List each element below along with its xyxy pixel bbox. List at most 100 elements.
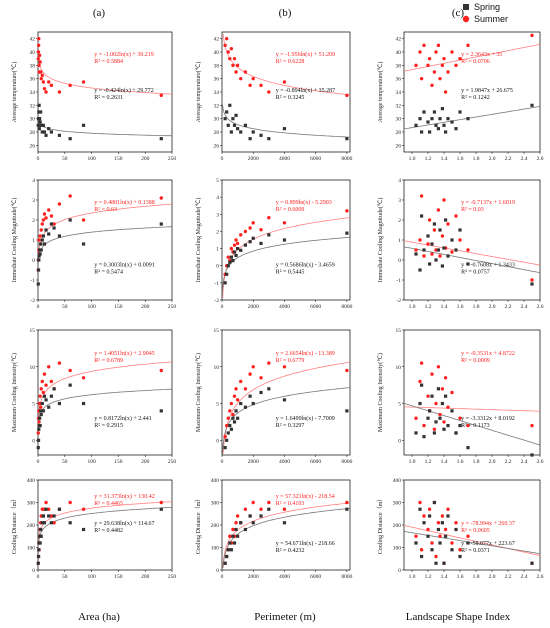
point-spring — [228, 103, 232, 107]
y-tick-label: 100 — [27, 546, 36, 552]
point-summer — [267, 90, 271, 94]
point-spring — [414, 541, 418, 545]
point-spring — [231, 258, 235, 263]
point-summer — [450, 250, 454, 254]
point-spring — [40, 401, 44, 406]
point-spring — [38, 248, 42, 252]
y-tick-label: 4 — [32, 178, 35, 184]
point-summer — [427, 507, 432, 511]
point-summer — [44, 500, 48, 505]
point-spring — [234, 113, 238, 117]
x-tick-label: 2.4 — [521, 574, 528, 580]
point-spring — [228, 260, 232, 264]
point-summer — [345, 209, 349, 213]
point-summer — [426, 242, 430, 246]
point-summer — [36, 431, 40, 435]
point-spring — [37, 127, 41, 131]
point-summer — [39, 387, 43, 391]
y-tick-label: -2 — [214, 298, 219, 304]
point-summer — [422, 43, 426, 48]
y-tick-label: 0 — [216, 264, 219, 270]
point-spring — [438, 541, 442, 545]
x-tick-label: 1.0 — [409, 459, 416, 465]
y-tick-label: 200 — [27, 523, 36, 529]
point-summer — [440, 387, 445, 391]
point-spring — [267, 137, 271, 141]
plot-frame — [221, 329, 351, 456]
point-spring — [414, 252, 418, 256]
point-summer — [422, 423, 426, 428]
point-summer — [44, 216, 48, 220]
x-tick-label: 1.8 — [473, 574, 480, 580]
plot-frame — [403, 329, 541, 456]
point-spring — [225, 554, 229, 559]
panel-b2: 0 2000 4000 6000 8000 -2 -1 0 1 2 3 4 5 Immediate Coo… — [195, 178, 353, 310]
point-summer — [446, 70, 450, 74]
point-spring — [530, 453, 534, 457]
point-summer — [228, 56, 232, 61]
point-spring — [234, 527, 238, 532]
x-tick-label: 2000 — [248, 304, 259, 310]
point-spring — [42, 242, 47, 246]
point-summer — [42, 212, 47, 216]
x-tick-label: 250 — [168, 304, 177, 310]
fit-equation-spring: y = 0.5686ln(x) - 3.4659 — [276, 261, 335, 268]
point-summer — [414, 63, 418, 68]
point-summer — [418, 379, 422, 384]
point-spring — [39, 242, 43, 246]
x-tick-label: 4000 — [279, 156, 290, 162]
x-tick-label: 1.6 — [457, 459, 464, 465]
x-tick-label: 200 — [141, 574, 150, 580]
point-spring — [530, 561, 534, 565]
point-spring — [38, 117, 42, 121]
point-summer — [458, 548, 462, 552]
y-tick-label: 36 — [396, 77, 402, 83]
point-spring — [39, 248, 43, 252]
x-tick-label: 1.8 — [473, 304, 480, 310]
point-summer — [458, 416, 462, 420]
point-summer — [41, 80, 46, 84]
y-tick-label: 26 — [30, 143, 36, 149]
y-tick-label: 42 — [396, 37, 402, 43]
point-spring — [446, 254, 450, 258]
point-spring — [239, 130, 243, 134]
x-tick-label: 200 — [141, 156, 150, 162]
point-summer — [68, 194, 72, 198]
point-spring — [530, 103, 534, 107]
y-axis-label: Cooling Distance（m） — [11, 496, 18, 555]
y-tick-label: 400 — [27, 478, 36, 484]
x-tick-label: 4000 — [279, 304, 290, 310]
point-summer — [235, 514, 240, 518]
point-summer — [41, 390, 46, 395]
point-spring — [426, 120, 430, 124]
x-tick-label: 2.2 — [505, 156, 512, 162]
point-summer — [419, 194, 424, 198]
point-summer — [259, 83, 263, 88]
fit-line-spring — [222, 507, 351, 568]
point-spring — [243, 405, 248, 409]
point-spring — [229, 130, 233, 134]
y-tick-label: 1 — [216, 247, 219, 253]
y-tick-label: 0 — [398, 258, 401, 264]
point-spring — [436, 527, 440, 532]
y-tick-label: 38 — [30, 63, 36, 69]
point-summer — [442, 420, 446, 424]
y-tick-label: 0 — [216, 438, 219, 444]
legend: Spring Summer — [462, 2, 508, 24]
fit-equation-summer: y = 0.4801ln(x) + 0.1388 — [94, 199, 154, 206]
point-summer — [454, 63, 458, 68]
point-spring — [418, 117, 422, 121]
point-spring — [36, 123, 40, 127]
x-tick-label: 1.0 — [409, 156, 416, 162]
y-tick-label: 38 — [396, 63, 402, 69]
legend-label-summer: Summer — [474, 14, 508, 24]
point-summer — [42, 86, 47, 91]
point-summer — [426, 527, 430, 532]
point-summer — [37, 36, 41, 41]
x-tick-label: 4000 — [279, 574, 290, 580]
point-spring — [47, 514, 51, 518]
fit-r2-spring: R² = 0.2631 — [94, 95, 123, 101]
point-summer — [226, 416, 230, 420]
y-tick-label: -1 — [30, 278, 35, 284]
y-tick-label: 40 — [396, 50, 402, 56]
